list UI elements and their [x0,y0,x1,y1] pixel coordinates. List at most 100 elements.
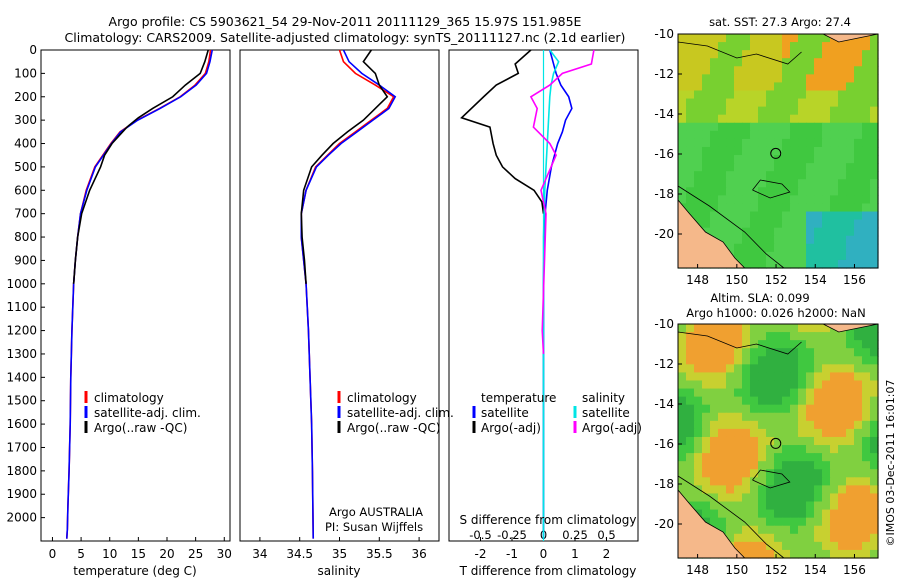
heatmap-cell [846,58,855,67]
heatmap-cell [742,356,751,365]
heatmap-cell [766,428,775,438]
heatmap-cell [694,211,703,221]
heatmap-cell [814,58,823,67]
heatmap-cell [846,388,855,398]
difference-lines [460,49,595,539]
heatmap-cell [782,179,791,188]
heatmap-cell [790,428,799,438]
heatmap-cell [766,74,775,84]
salinity-axis: 34 34.5 35 35.5 36 [252,537,427,561]
heatmap-cell [726,42,735,51]
heatmap-cell [710,106,719,116]
heatmap-cell [774,114,783,124]
heatmap-cell [862,396,871,406]
heatmap-cell [686,90,695,100]
heatmap-cell [718,372,727,382]
heatmap-cell [798,106,807,116]
heatmap-cell [702,50,711,59]
heatmap-cell [742,82,751,92]
heatmap-cell [742,58,751,67]
depth-tick-label: 1800 [6,464,37,478]
heatmap-cell [862,332,871,341]
heatmap-cell [846,501,855,511]
heatmap-cell [686,493,695,503]
heatmap-cell [854,211,863,221]
heatmap-cell [726,348,735,357]
heatmap-cell [718,235,727,245]
heatmap-cell [782,428,791,438]
heatmap-cell [774,412,783,422]
heatmap-cell [742,243,751,253]
heatmap-cell [710,340,719,349]
heatmap-cell [742,50,751,59]
heatmap-cell [846,42,855,51]
heatmap-cell [846,356,855,365]
heatmap-cell [750,509,759,519]
heatmap-cell [862,82,871,92]
heatmap-cell [758,179,767,188]
heatmap-cell [870,243,879,253]
heatmap-cell [822,469,831,478]
heatmap-cell [822,509,831,519]
heatmap-cell [694,163,703,172]
heatmap-cell [862,420,871,430]
heatmap-cell [814,82,823,92]
heatmap-cell [846,146,855,156]
heatmap-cell [718,122,727,132]
heatmap-cell [702,509,711,519]
heatmap-cell [694,436,703,446]
heatmap-cell [726,66,735,75]
heatmap-cell [862,533,871,543]
heatmap-cell [734,163,743,172]
heatmap-cell [742,98,751,108]
heatmap-cell [774,90,783,100]
heatmap-cell [742,404,751,414]
heatmap-cell [758,517,767,527]
heatmap-cell [782,436,791,446]
heatmap-cell [790,517,799,527]
heatmap-cell [790,436,799,446]
heatmap-cell [782,235,791,245]
heatmap-cell [694,90,703,100]
heatmap-cell [798,42,807,51]
heatmap-cell [750,235,759,245]
x-tick-label: 20 [159,547,174,561]
heatmap-cell [830,42,839,51]
heatmap-cell [838,404,847,414]
heatmap-cell [726,388,735,398]
heatmap-cell [822,114,831,124]
contour [677,185,785,269]
heatmap-cell [838,179,847,188]
heatmap-cell [870,203,879,213]
heatmap-cell [782,90,791,100]
heatmap-cell [862,356,871,365]
heatmap-cell [822,82,831,92]
heatmap-cell [870,356,879,365]
heatmap-cell [854,549,863,559]
heatmap-cell [702,98,711,108]
legend-salinity-heading: salinity [582,391,625,405]
heatmap-cell [734,58,743,67]
heatmap-cell [798,324,807,333]
heatmap-cell [870,66,879,75]
heatmap-cell [702,356,711,365]
heatmap-cell [782,372,791,382]
heatmap-cell [718,34,727,43]
heatmap-cell [782,58,791,67]
heatmap-cell [814,372,823,382]
heatmap-cell [694,404,703,414]
temperature-plot-frame [40,49,231,542]
heatmap-cell [822,380,831,390]
heatmap-cell [822,356,831,365]
heatmap-cell [718,332,727,341]
depth-tick-label: 1000 [6,277,37,291]
heatmap-cell [846,90,855,100]
heatmap-cell [750,219,759,229]
heatmap-cell [694,412,703,422]
heatmap-cell [678,332,687,341]
heatmap-cell [806,332,815,341]
heatmap-cell [726,98,735,108]
heatmap-cell [854,195,863,205]
heatmap-cell [710,404,719,414]
heatmap-cell [822,541,831,551]
